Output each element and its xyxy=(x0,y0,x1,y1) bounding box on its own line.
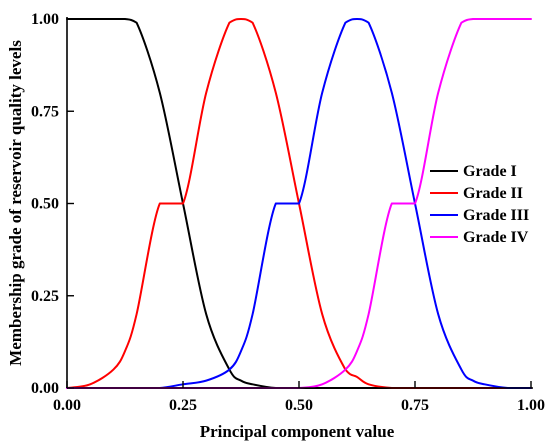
plot-area xyxy=(66,18,532,389)
y-axis-title: Membership grade of reservoir quality le… xyxy=(6,40,25,366)
legend-label-3: Grade III xyxy=(463,207,529,224)
x-tick-label: 0.25 xyxy=(169,397,197,414)
legend-label-1: Grade I xyxy=(463,163,517,180)
legend-label-4: Grade IV xyxy=(463,229,529,246)
legend-label-2: Grade II xyxy=(463,185,523,202)
y-tick-label: 0.75 xyxy=(31,103,59,120)
axes: 0.00 0.25 0.50 0.75 1.00 0.00 0.25 0.50 0.75 1.00 xyxy=(31,11,545,414)
x-tick-label: 0.00 xyxy=(53,397,81,414)
x-tick-label: 1.00 xyxy=(517,397,545,414)
series-line-3 xyxy=(66,18,532,389)
x-axis-title: Principal component value xyxy=(200,422,395,441)
y-tick-label: 0.00 xyxy=(31,380,59,397)
y-tick-label: 1.00 xyxy=(31,11,59,28)
y-tick-label: 0.50 xyxy=(31,196,59,213)
y-tick-label: 0.25 xyxy=(31,288,59,305)
x-tick-label: 0.50 xyxy=(285,397,313,414)
x-tick-label: 0.75 xyxy=(401,397,429,414)
legend: Grade I Grade II Grade III Grade IV xyxy=(430,163,529,246)
